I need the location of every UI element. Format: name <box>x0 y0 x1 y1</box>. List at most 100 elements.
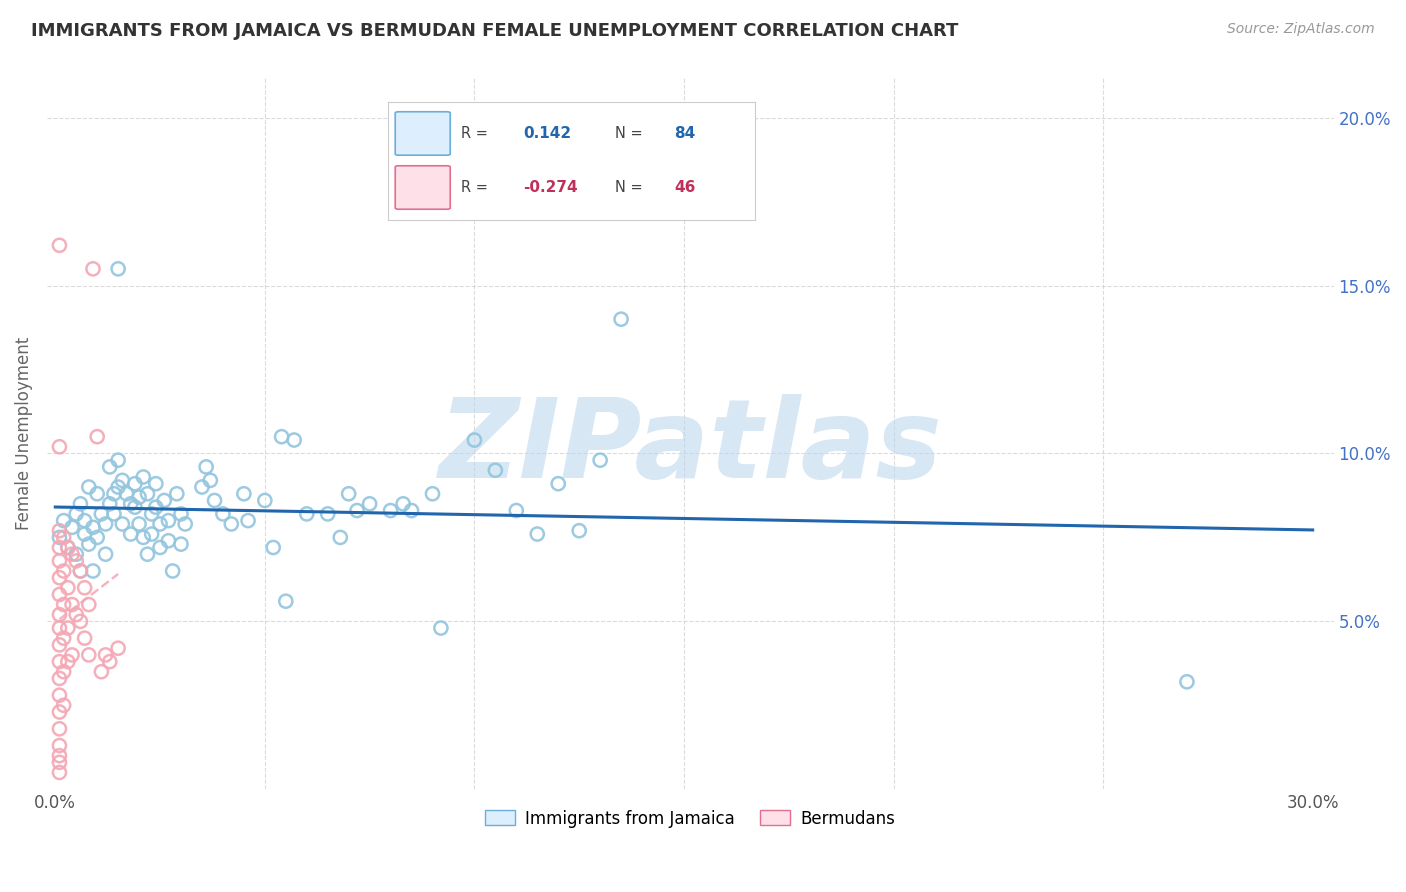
Point <box>86 487 108 501</box>
Text: Source: ZipAtlas.com: Source: ZipAtlas.com <box>1227 22 1375 37</box>
Point <box>52 665 75 679</box>
Point <box>98 655 121 669</box>
Point <box>316 507 339 521</box>
Point <box>52 530 75 544</box>
Point <box>90 507 112 521</box>
Point <box>136 547 159 561</box>
Point <box>48 756 70 770</box>
Point <box>329 530 352 544</box>
Point <box>48 554 70 568</box>
Point <box>463 433 485 447</box>
Point <box>221 516 243 531</box>
Point <box>48 571 70 585</box>
Point <box>568 524 591 538</box>
Point <box>107 261 129 276</box>
Point <box>77 648 100 662</box>
Point <box>526 527 548 541</box>
Point <box>86 530 108 544</box>
Point <box>48 524 70 538</box>
Point <box>82 564 104 578</box>
Point <box>82 520 104 534</box>
Point <box>65 554 87 568</box>
Point <box>141 527 163 541</box>
Point <box>73 514 96 528</box>
Point <box>157 533 180 548</box>
Point <box>337 487 360 501</box>
Point <box>52 514 75 528</box>
Point <box>191 480 214 494</box>
Point <box>48 688 70 702</box>
Point <box>236 514 259 528</box>
Text: ZIPatlas: ZIPatlas <box>439 394 942 501</box>
Point <box>111 516 134 531</box>
Y-axis label: Female Unemployment: Female Unemployment <box>15 336 32 530</box>
Point <box>120 497 142 511</box>
Point <box>56 541 79 555</box>
Point <box>98 459 121 474</box>
Point <box>94 547 117 561</box>
Point <box>430 621 453 635</box>
Point <box>128 490 150 504</box>
Point <box>262 541 284 555</box>
Point <box>547 476 569 491</box>
Point <box>82 261 104 276</box>
Point <box>48 705 70 719</box>
Point <box>162 564 184 578</box>
Point <box>73 527 96 541</box>
Point <box>505 503 527 517</box>
Point <box>56 621 79 635</box>
Point <box>589 453 612 467</box>
Point <box>52 598 75 612</box>
Point <box>48 541 70 555</box>
Point <box>69 564 91 578</box>
Point <box>69 497 91 511</box>
Point <box>77 537 100 551</box>
Point <box>103 507 125 521</box>
Point <box>253 493 276 508</box>
Point <box>153 493 176 508</box>
Point <box>65 547 87 561</box>
Point <box>48 530 70 544</box>
Point <box>204 493 226 508</box>
Point <box>69 564 91 578</box>
Point <box>69 615 91 629</box>
Point <box>401 503 423 517</box>
Point <box>107 480 129 494</box>
Point <box>107 641 129 656</box>
Point <box>136 487 159 501</box>
Point <box>170 537 193 551</box>
Point <box>48 765 70 780</box>
Point <box>107 453 129 467</box>
Point <box>157 514 180 528</box>
Point <box>48 238 70 252</box>
Legend: Immigrants from Jamaica, Bermudans: Immigrants from Jamaica, Bermudans <box>479 803 901 834</box>
Point <box>48 621 70 635</box>
Point <box>48 722 70 736</box>
Point <box>73 581 96 595</box>
Point <box>1175 674 1198 689</box>
Point <box>90 665 112 679</box>
Point <box>103 487 125 501</box>
Point <box>48 739 70 753</box>
Point <box>60 520 83 534</box>
Point <box>422 487 444 501</box>
Point <box>60 648 83 662</box>
Point <box>232 487 254 501</box>
Point <box>392 497 415 511</box>
Point <box>132 530 155 544</box>
Point <box>56 655 79 669</box>
Point <box>149 516 172 531</box>
Point <box>56 581 79 595</box>
Point <box>145 476 167 491</box>
Point <box>60 547 83 561</box>
Point <box>141 507 163 521</box>
Point <box>120 527 142 541</box>
Point <box>94 516 117 531</box>
Point <box>94 648 117 662</box>
Point <box>48 638 70 652</box>
Point <box>86 430 108 444</box>
Point <box>98 497 121 511</box>
Point <box>52 564 75 578</box>
Point <box>346 503 368 517</box>
Point <box>359 497 381 511</box>
